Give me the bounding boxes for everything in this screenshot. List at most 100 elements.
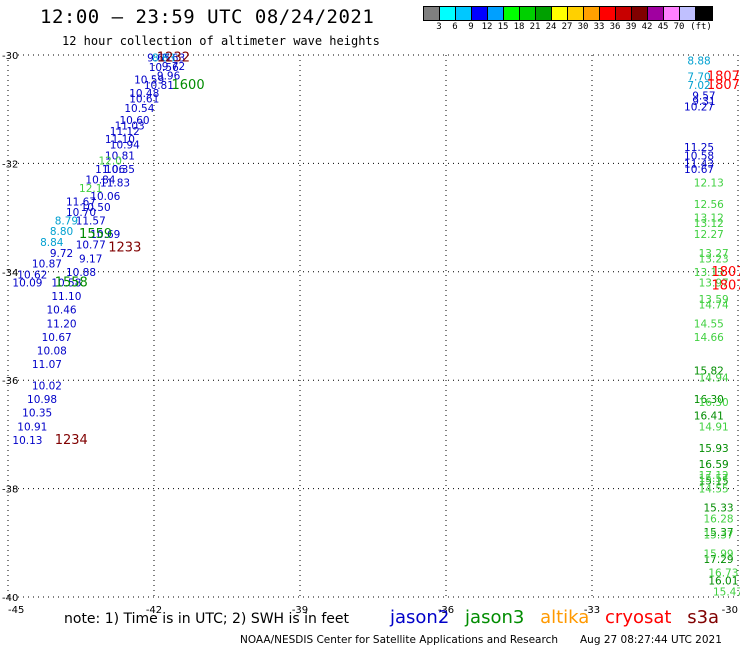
wave-height-value: 14.66 bbox=[694, 332, 724, 344]
y-tick-label: -34 bbox=[2, 268, 18, 279]
wave-height-value: 12.1 bbox=[79, 183, 102, 195]
wave-height-value: 12.27 bbox=[694, 229, 724, 241]
wave-height-value: 11.57 bbox=[76, 215, 106, 227]
color-swatch bbox=[552, 7, 568, 20]
wave-height-value: 11.06 bbox=[95, 164, 125, 176]
legend-s3a: s3a bbox=[687, 607, 720, 628]
color-scale-bar bbox=[423, 6, 713, 21]
color-swatch bbox=[632, 7, 648, 20]
wave-height-value: 10.48 bbox=[129, 88, 159, 100]
wave-height-value: 13.12 bbox=[694, 218, 724, 230]
wave-height-value: 10.02 bbox=[32, 381, 62, 393]
wave-height-value: 15.33 bbox=[704, 503, 734, 515]
time-label: 1807 bbox=[707, 78, 740, 93]
color-scale-label: 45 bbox=[657, 22, 669, 32]
color-swatch bbox=[504, 7, 520, 20]
wave-height-value: 16.30 bbox=[694, 394, 724, 406]
axis-ticks: -45 -42 -39 -36 -33 -30 -30 -32 -34 -36 -38 -40 bbox=[2, 51, 738, 616]
wave-height-value: 10.87 bbox=[32, 259, 62, 271]
wave-height-value: 16.01 bbox=[708, 576, 738, 588]
footer-note: note: 1) Time is in UTC; 2) SWH is in fe… bbox=[64, 611, 350, 627]
wave-height-value: 11.25 bbox=[684, 142, 714, 154]
color-swatch bbox=[616, 7, 632, 20]
wave-height-value: 16.59 bbox=[699, 459, 729, 471]
wave-height-value: 15.93 bbox=[699, 443, 729, 455]
color-swatch bbox=[600, 7, 616, 20]
wave-height-value: 15.57 bbox=[699, 473, 729, 485]
map-grid bbox=[7, 54, 739, 598]
credit-line: NOAA/NESDIS Center for Satellite Applica… bbox=[240, 634, 558, 646]
wave-height-value: 10.27 bbox=[684, 101, 714, 113]
time-label: 1559 bbox=[79, 227, 112, 242]
wave-height-value: 10.06 bbox=[90, 191, 120, 203]
satellite-legend: jason2 jason3 altika cryosat s3a bbox=[390, 607, 729, 628]
wave-height-value: 11.03 bbox=[115, 120, 145, 132]
wave-height-value: 16.28 bbox=[704, 513, 734, 525]
wave-height-value: 10.62 bbox=[17, 270, 47, 282]
legend-jason2: jason2 bbox=[390, 607, 450, 628]
wave-height-value: 10.77 bbox=[76, 240, 106, 252]
wave-height-points: 9.658.6310.569.729.9610.5910.8110.4810.6… bbox=[12, 51, 740, 599]
time-label: 1232 bbox=[157, 51, 190, 66]
color-swatch bbox=[680, 7, 696, 20]
color-swatch bbox=[568, 7, 584, 20]
color-swatch bbox=[456, 7, 472, 20]
wave-height-value: 15.37 bbox=[704, 530, 734, 542]
wave-height-value: 10.09 bbox=[12, 278, 42, 290]
legend-jason3: jason3 bbox=[465, 607, 525, 628]
wave-height-value: 10.84 bbox=[85, 175, 115, 187]
color-swatch bbox=[536, 7, 552, 20]
wave-height-value: 10.54 bbox=[124, 103, 154, 115]
color-scale-label: 33 bbox=[593, 22, 605, 32]
wave-height-value: 10.67 bbox=[42, 332, 72, 344]
wave-height-value: 10.35 bbox=[22, 408, 52, 420]
color-scale-label: 21 bbox=[529, 22, 541, 32]
color-scale-label: 36 bbox=[609, 22, 621, 32]
color-scale-label: 18 bbox=[513, 22, 525, 32]
wave-height-value: 11.10 bbox=[51, 291, 81, 303]
generation-timestamp: Aug 27 08:27:44 UTC 2021 bbox=[580, 634, 722, 646]
wave-height-value: 10.81 bbox=[105, 150, 135, 162]
wave-height-value: 7.70 bbox=[687, 72, 710, 84]
wave-height-value: 9.31 bbox=[692, 96, 715, 108]
wave-height-value: 8.88 bbox=[687, 55, 710, 67]
wave-height-value: 13.23 bbox=[699, 253, 729, 265]
wave-height-value: 14.74 bbox=[699, 299, 729, 311]
wave-height-value: 13.97 bbox=[699, 278, 729, 290]
wave-height-value: 10.13 bbox=[12, 435, 42, 447]
wave-height-value: 14.94 bbox=[699, 372, 729, 384]
color-scale-label: (ft) bbox=[690, 22, 712, 32]
wave-height-value: 9.17 bbox=[79, 253, 102, 265]
wave-height-value: 14.91 bbox=[699, 421, 729, 433]
wave-height-value: 10.60 bbox=[120, 115, 150, 127]
wave-height-value: 10.69 bbox=[90, 229, 120, 241]
wave-height-value: 15.99 bbox=[704, 549, 734, 561]
wave-height-value: 10.61 bbox=[129, 93, 159, 105]
wave-height-value: 10.94 bbox=[110, 139, 140, 151]
wave-height-value: 10.46 bbox=[47, 305, 77, 317]
wave-height-value: 15.15 bbox=[699, 475, 729, 487]
wave-height-value: 11.83 bbox=[100, 177, 130, 189]
wave-height-value: 9.65 bbox=[147, 53, 170, 65]
color-swatch bbox=[584, 7, 600, 20]
color-swatch bbox=[488, 7, 504, 20]
wave-height-value: 15.82 bbox=[694, 365, 724, 377]
wave-height-value: 9.96 bbox=[157, 71, 181, 83]
wave-height-value: 9.57 bbox=[692, 91, 715, 103]
wave-height-value: 11.07 bbox=[32, 359, 62, 371]
y-tick-label: -40 bbox=[2, 593, 18, 604]
wave-height-value: 10.58 bbox=[684, 150, 714, 162]
x-tick-label: -39 bbox=[292, 605, 308, 616]
wave-height-value: 8.63 bbox=[162, 53, 185, 65]
wave-height-value: 10.81 bbox=[144, 80, 174, 92]
color-scale-label: 70 bbox=[673, 22, 685, 32]
wave-height-value: 16.73 bbox=[708, 568, 738, 580]
time-label: 1600 bbox=[172, 78, 205, 93]
wave-height-value: 11.43 bbox=[684, 158, 714, 170]
wave-height-value: 14.55 bbox=[699, 484, 729, 496]
legend-cryosat: cryosat bbox=[605, 607, 672, 628]
color-swatch bbox=[648, 7, 664, 20]
color-scale-label: 24 bbox=[545, 22, 557, 32]
x-tick-label: -45 bbox=[8, 605, 24, 616]
